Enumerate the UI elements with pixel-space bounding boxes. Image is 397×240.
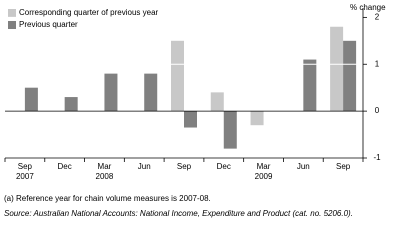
y-tick-label: -1 <box>373 153 381 162</box>
bar <box>104 73 118 112</box>
bar <box>184 111 197 128</box>
bar <box>24 87 38 112</box>
bar <box>171 40 184 112</box>
x-tick-label: Mar 2009 <box>254 162 273 181</box>
footnote: (a) Reference year for chain volume meas… <box>4 194 211 203</box>
legend-label: Previous quarter <box>19 20 78 29</box>
bar <box>64 97 78 112</box>
y-axis-label: % change <box>350 3 386 12</box>
chart: % change (a) Reference year for chain vo… <box>4 3 386 218</box>
x-tick-label: Jun <box>296 162 310 171</box>
x-tick-label-box: Sep <box>335 162 351 171</box>
x-tick-label: Dec <box>57 162 72 171</box>
bar <box>223 111 237 149</box>
x-tick-label-box: Sep <box>176 162 192 171</box>
x-tick-label: Sep <box>176 162 192 171</box>
bar <box>144 73 158 112</box>
x-tick-label-box: Dec <box>216 162 231 171</box>
x-tick-label: Sep <box>335 162 351 171</box>
bar <box>330 26 344 112</box>
x-tick-label-box: Jun <box>296 162 310 171</box>
y-tick-label: 0 <box>375 106 380 115</box>
y-tick-label: 1 <box>375 59 380 68</box>
x-tick-label-box: Jun <box>137 162 151 171</box>
legend-swatch <box>8 9 16 17</box>
bar <box>250 111 264 126</box>
x-tick-label-box: Mar 2009 <box>254 162 273 181</box>
x-tick-label: Dec <box>216 162 231 171</box>
legend-swatch <box>8 21 16 29</box>
x-tick-label-box: Dec <box>57 162 72 171</box>
bar <box>343 40 357 112</box>
x-tick-label-box: Sep 2007 <box>15 162 34 181</box>
y-tick-label: 2 <box>375 12 380 21</box>
x-tick-label: Jun <box>137 162 151 171</box>
source-note: Source: Australian National Accounts: Na… <box>4 209 353 218</box>
x-tick-label: Sep 2007 <box>15 162 34 181</box>
bar <box>303 59 317 112</box>
x-tick-label: Mar 2008 <box>95 162 114 181</box>
bar <box>210 92 224 112</box>
x-tick-label-box: Mar 2008 <box>95 162 114 181</box>
legend-label: Corresponding quarter of previous year <box>19 8 159 17</box>
